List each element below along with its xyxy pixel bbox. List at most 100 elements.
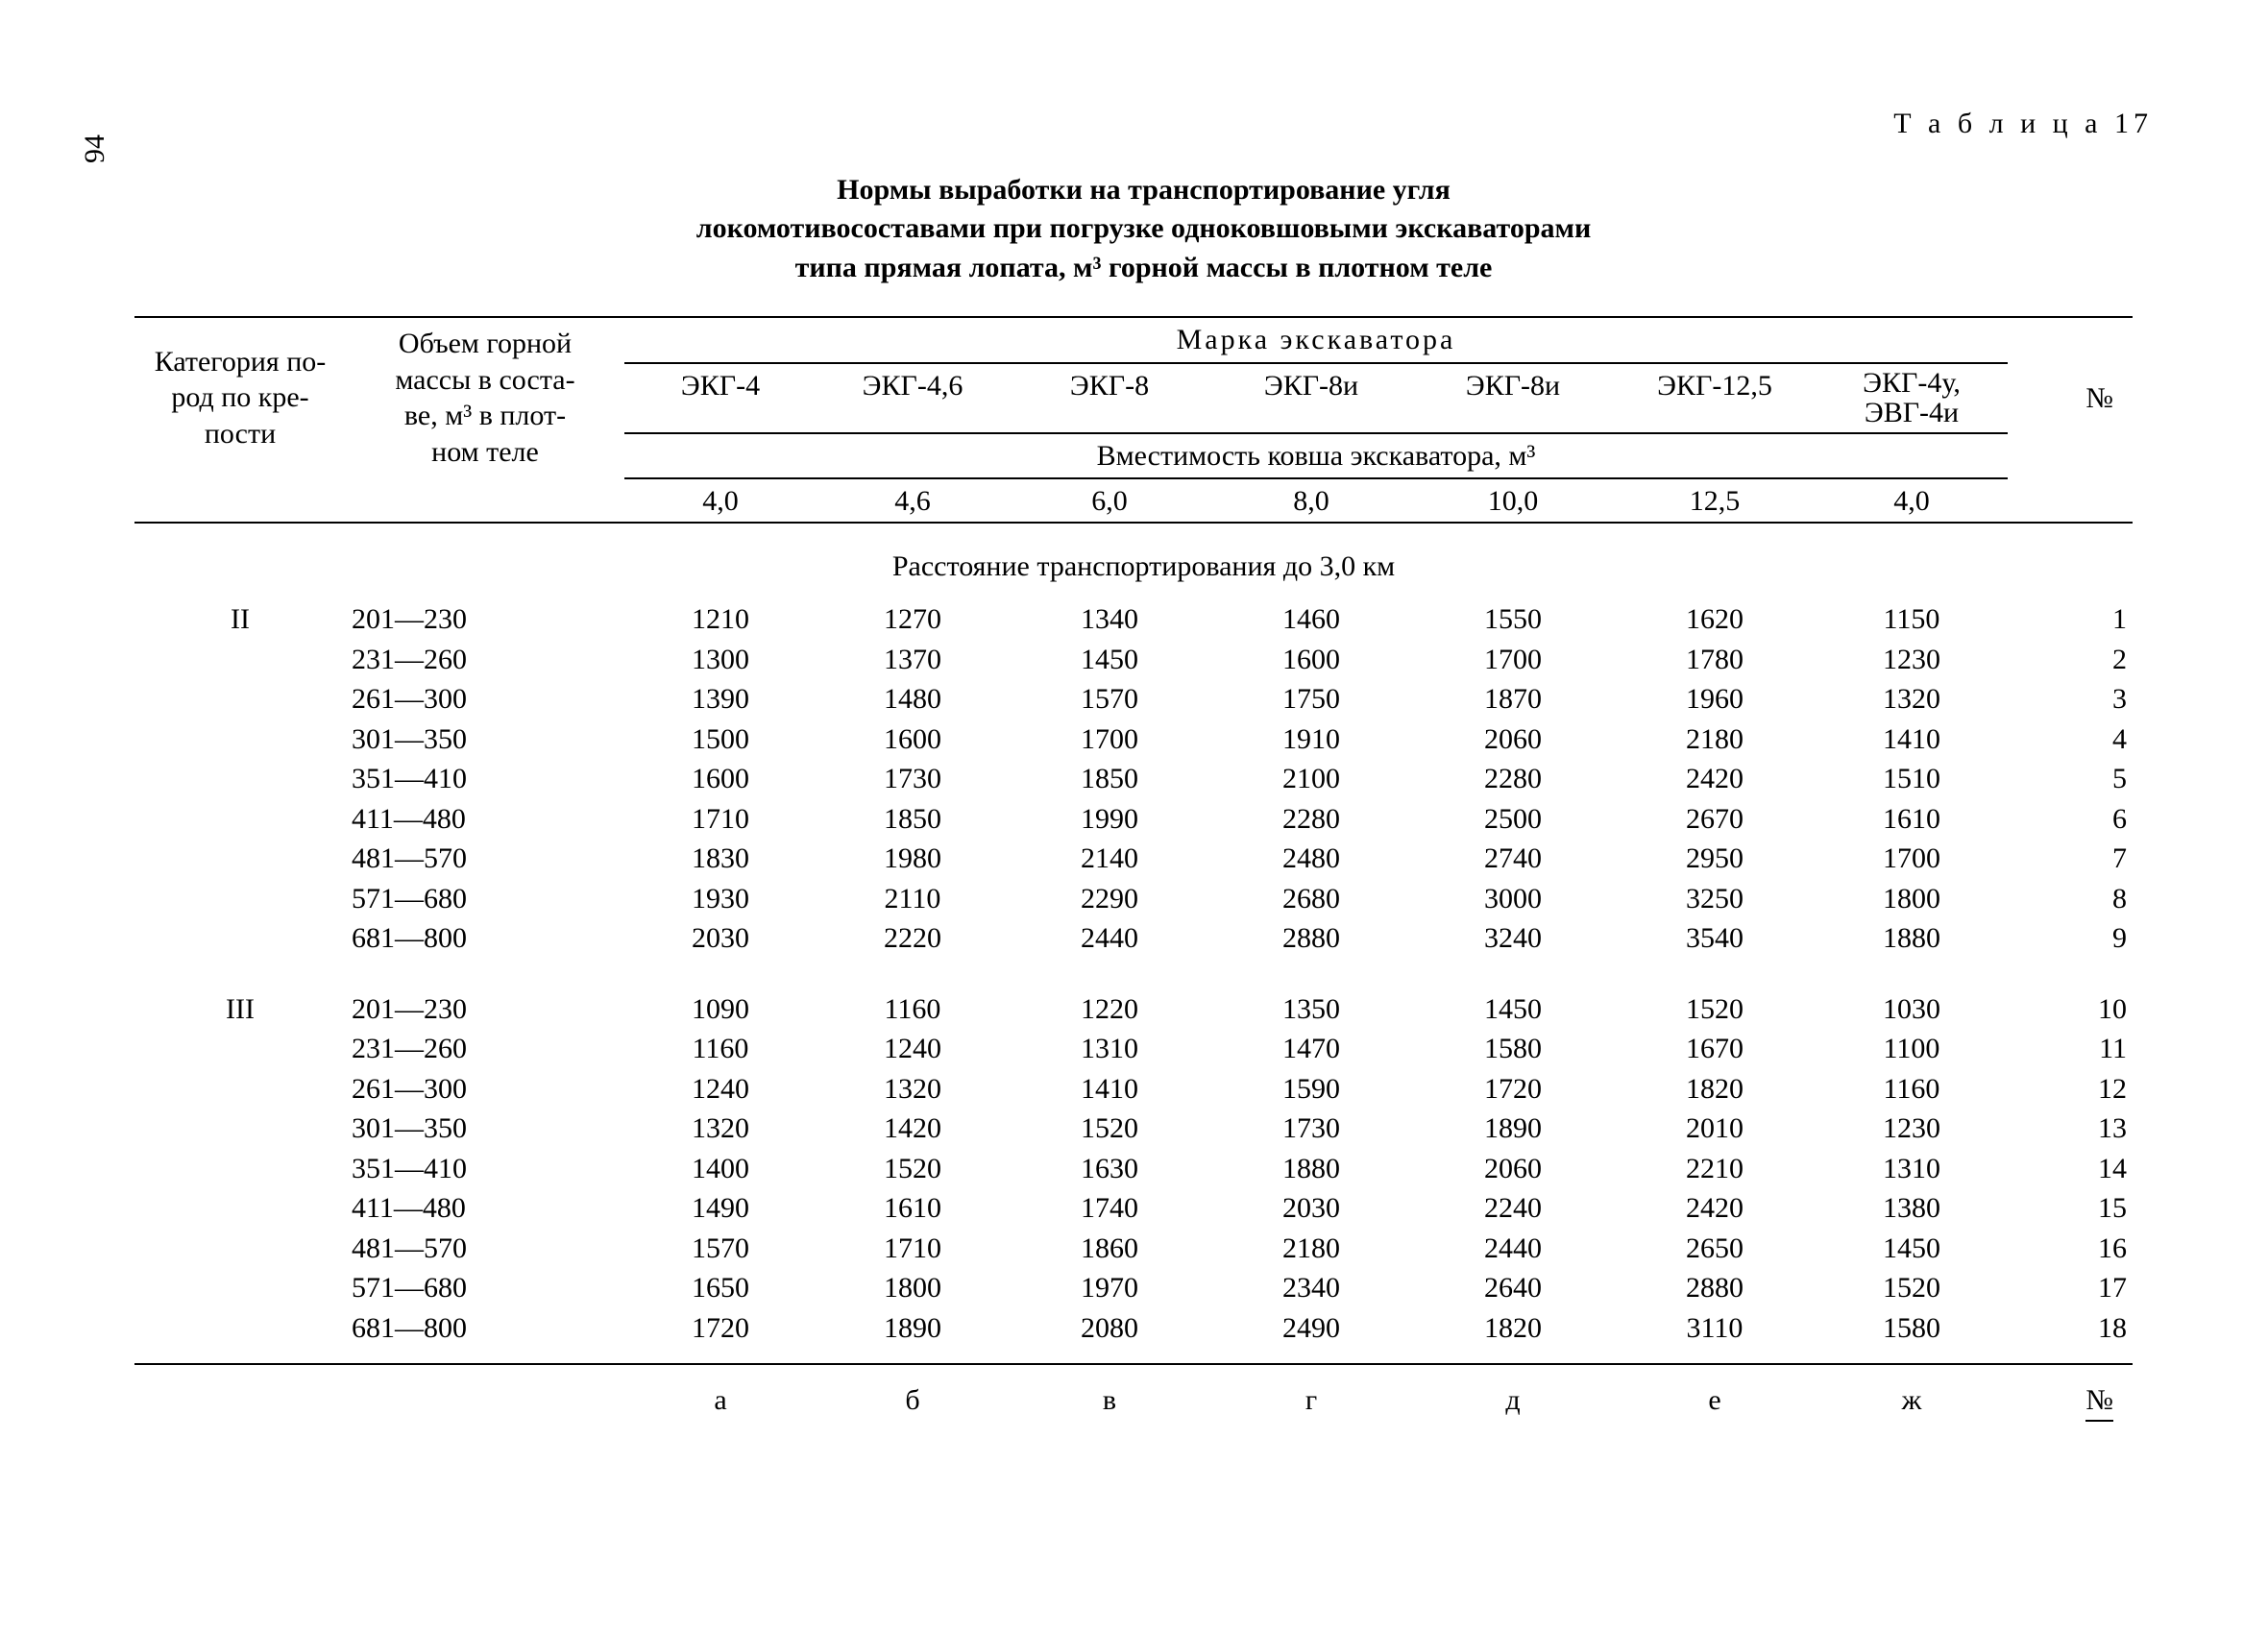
category-cell [134,1110,346,1147]
header-spacer [346,477,624,524]
footer-letter: е [1614,1363,1816,1427]
header-capacity: 4,0 [1816,477,2008,524]
range-cell: 571—680 [346,881,624,917]
footer-spacer [134,1363,346,1427]
value-cell: 1820 [1412,1310,1614,1347]
header-category-line: пости [140,416,340,452]
value-cell: 1730 [817,761,1009,797]
value-cell: 2140 [1009,841,1210,877]
value-cell: 1820 [1614,1071,1816,1108]
category-cell [134,1071,346,1108]
value-cell: 2010 [1614,1110,1816,1147]
value-cell: 1930 [624,881,817,917]
value-cell: 2480 [1210,841,1412,877]
value-cell: 1870 [1412,681,1614,718]
value-cell: 2500 [1412,801,1614,838]
value-cell: 2280 [1210,801,1412,838]
range-cell: 351—410 [346,1151,624,1187]
row-number-cell: 11 [2008,1031,2133,1067]
value-cell: 2650 [1614,1231,1816,1267]
value-cell: 2740 [1412,841,1614,877]
category-cell [134,881,346,917]
value-cell: 2420 [1614,1190,1816,1227]
header-brand: ЭКГ-4у, ЭВГ-4и [1816,362,2008,432]
value-cell: 2180 [1614,721,1816,758]
category-cell: II [134,601,346,638]
value-cell: 1500 [624,721,817,758]
value-cell: 2030 [624,920,817,957]
category-cell [134,841,346,877]
header-capacity: 10,0 [1412,477,1614,524]
header-brand: ЭКГ-8и [1412,362,1614,432]
value-cell: 1230 [1816,642,2008,678]
header-brand: ЭКГ-8и [1210,362,1412,432]
value-cell: 1390 [624,681,817,718]
category-cell [134,920,346,957]
value-cell: 2210 [1614,1151,1816,1187]
category-cell [134,1151,346,1187]
row-number-cell: 13 [2008,1110,2133,1147]
range-cell: 201—230 [346,991,624,1028]
footer-letter: ж [1816,1363,2008,1427]
table-number-label: Т а б л и ц а 17 [134,106,2153,142]
range-cell: 681—800 [346,1310,624,1347]
table-title: Нормы выработки на транспортирование угл… [472,171,1817,288]
header-mass: Объем горной массы в соста- ве, м³ в пло… [346,316,624,477]
header-brand: ЭКГ-8 [1009,362,1210,432]
value-cell: 1970 [1009,1270,1210,1306]
value-cell: 1890 [817,1310,1009,1347]
value-cell: 2060 [1412,1151,1614,1187]
value-cell: 1320 [1816,681,2008,718]
value-cell: 1990 [1009,801,1210,838]
footer-letter: б [817,1363,1009,1427]
value-cell: 1520 [1816,1270,2008,1306]
value-cell: 1880 [1210,1151,1412,1187]
row-number-cell: 16 [2008,1231,2133,1267]
footer-rownum: № [2008,1363,2133,1427]
value-cell: 1160 [1816,1071,2008,1108]
value-cell: 1590 [1210,1071,1412,1108]
value-cell: 1370 [817,642,1009,678]
category-cell [134,721,346,758]
header-category-line: род по кре- [140,379,340,416]
footer-letter: а [624,1363,817,1427]
value-cell: 2420 [1614,761,1816,797]
range-cell: 301—350 [346,721,624,758]
value-cell: 2100 [1210,761,1412,797]
range-cell: 481—570 [346,841,624,877]
row-number-cell: 1 [2008,601,2133,638]
value-cell: 1100 [1816,1031,2008,1067]
value-cell: 1600 [817,721,1009,758]
row-number-cell: 9 [2008,920,2133,957]
header-brand: ЭКГ-4,6 [817,362,1009,432]
value-cell: 1160 [817,991,1009,1028]
value-cell: 1090 [624,991,817,1028]
value-cell: 1610 [817,1190,1009,1227]
row-number-cell: 4 [2008,721,2133,758]
value-cell: 2950 [1614,841,1816,877]
value-cell: 1600 [624,761,817,797]
value-cell: 2080 [1009,1310,1210,1347]
value-cell: 2670 [1614,801,1816,838]
value-cell: 1650 [624,1270,817,1306]
value-cell: 1550 [1412,601,1614,638]
value-cell: 1400 [624,1151,817,1187]
table-footer: а б в г д е ж № [134,1363,2153,1427]
value-cell: 1630 [1009,1151,1210,1187]
value-cell: 1320 [817,1071,1009,1108]
value-cell: 2220 [817,920,1009,957]
footer-letter: д [1412,1363,1614,1427]
value-cell: 2490 [1210,1310,1412,1347]
header-spacer [2008,477,2133,524]
value-cell: 2880 [1210,920,1412,957]
row-number-cell: 12 [2008,1071,2133,1108]
value-cell: 3240 [1412,920,1614,957]
header-rownum-label: № [2085,380,2113,417]
row-number-cell: 15 [2008,1190,2133,1227]
range-cell: 351—410 [346,761,624,797]
row-number-cell: 3 [2008,681,2133,718]
value-cell: 1340 [1009,601,1210,638]
header-category: Категория по- род по кре- пости [134,316,346,477]
value-cell: 1510 [1816,761,2008,797]
value-cell: 1720 [624,1310,817,1347]
